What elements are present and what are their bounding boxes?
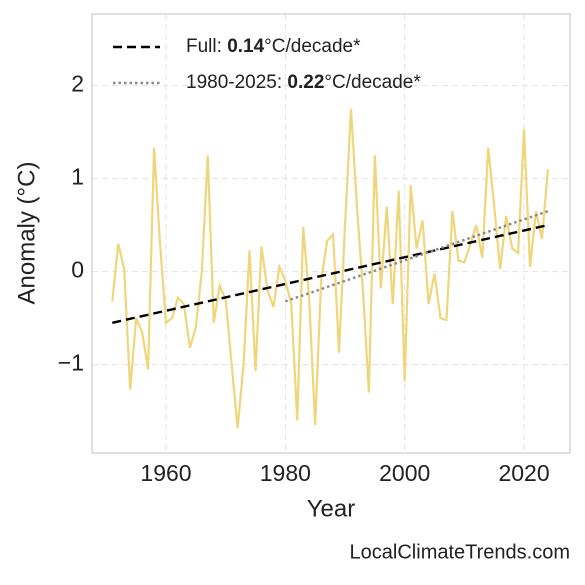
legend-text-part: °C/decade* (264, 36, 361, 57)
series-line (111, 108, 550, 428)
legend-text-part: Full: (186, 36, 227, 57)
legend-text-part: °C/decade* (324, 72, 421, 93)
y-tick-label: 2 (71, 71, 84, 97)
x-tick-label: 1960 (140, 460, 191, 486)
y-tick-label: 1 (71, 164, 84, 190)
legend-label: 1980-2025: 0.22°C/decade* (186, 72, 421, 93)
series-line (284, 210, 549, 303)
x-tick-label: 2020 (498, 460, 549, 486)
y-tick-label: −1 (58, 350, 84, 376)
x-axis-label: Year (307, 495, 356, 522)
legend-text-part: 0.22 (287, 72, 324, 93)
legend-text-part: 1980-2025: (186, 72, 287, 93)
legend-text-part: 0.14 (227, 36, 264, 57)
plot-frame (91, 13, 571, 454)
legend-label: Full: 0.14°C/decade* (186, 36, 361, 57)
y-tick-label: 0 (71, 257, 84, 283)
x-tick-label: 1980 (260, 460, 311, 486)
y-axis-label: Anomaly (°C) (13, 162, 40, 305)
footer: LocalClimateTrends.com (350, 541, 570, 563)
series-line (112, 223, 549, 324)
x-tick-label: 2000 (379, 460, 430, 486)
